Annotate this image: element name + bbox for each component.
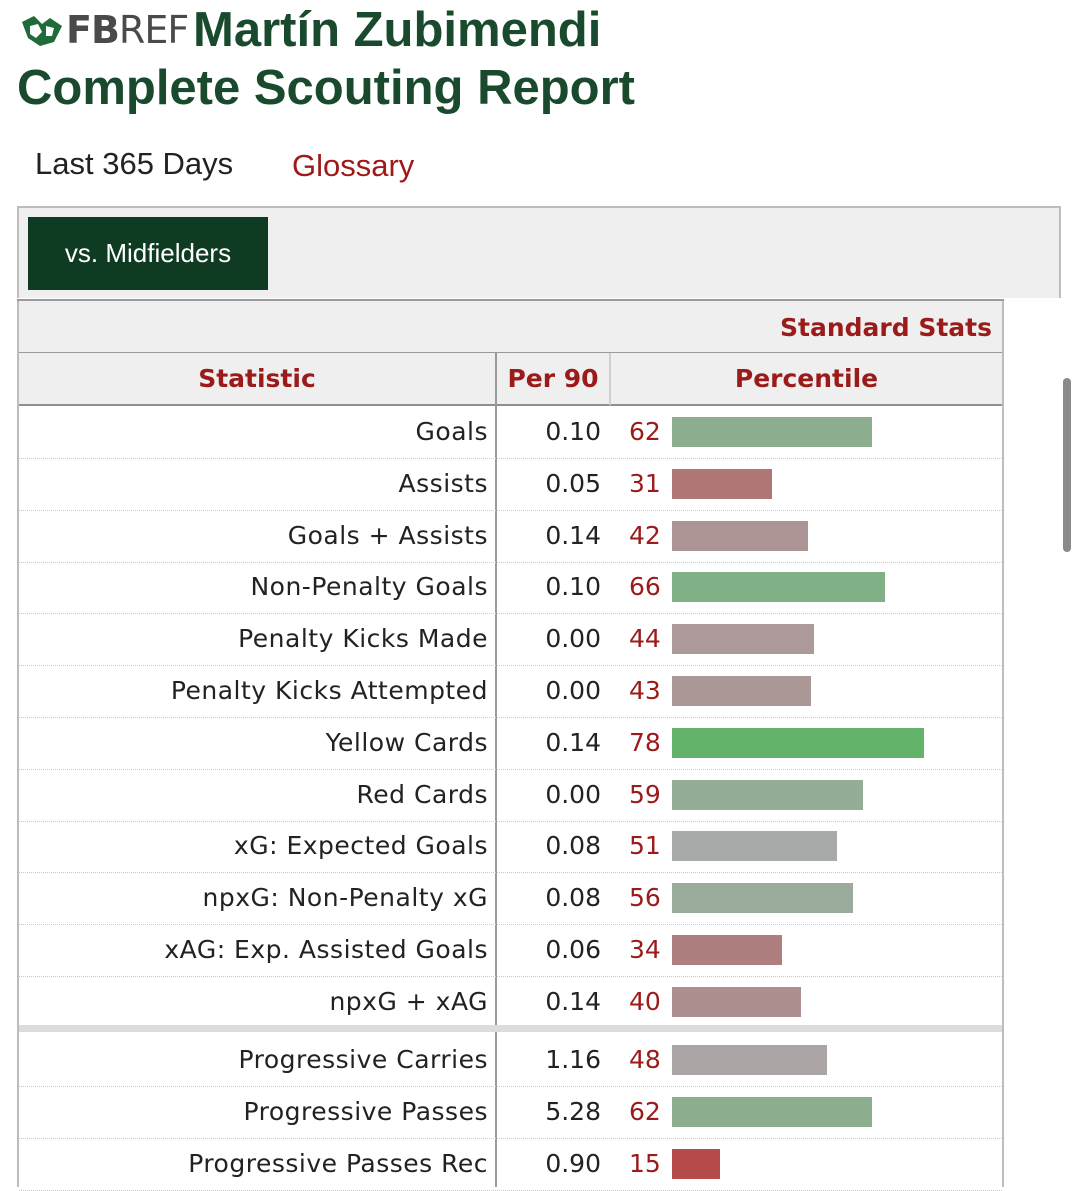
percentile-value: 44 (629, 624, 661, 654)
scouting-table (17, 300, 1004, 1187)
table-top-border (17, 299, 1004, 301)
col-percentile[interactable]: Percentile (734, 364, 879, 393)
table-row: Penalty Kicks Attempted 0.00 43 (19, 665, 1002, 718)
table-row: npxG + xAG 0.14 40 (19, 976, 1002, 1029)
percentile-bar (672, 1097, 872, 1127)
table-row: Assists 0.05 31 (19, 458, 1002, 511)
percentile-value: 62 (629, 417, 661, 446)
vs-midfielders-button[interactable]: vs. Midfielders (28, 217, 268, 290)
stat-label: Goals (415, 417, 488, 446)
percentile-bar (672, 831, 837, 862)
table-row: Goals 0.10 62 (19, 406, 1002, 459)
table-row: npxG: Non-Penalty xG 0.08 56 (19, 872, 1002, 926)
percentile-bar (672, 1149, 720, 1179)
percentile-value: 48 (629, 1045, 661, 1074)
percentile-value: 78 (629, 727, 661, 757)
stat-label: xAG: Exp. Assisted Goals (164, 935, 488, 964)
stat-label: npxG: Non-Penalty xG (202, 883, 488, 913)
fbref-logo[interactable]: FBREF (20, 8, 189, 52)
per90-value: 0.00 (545, 676, 601, 705)
per90-value: 0.90 (545, 1149, 601, 1178)
per90-value: 0.08 (545, 883, 601, 913)
player-name-title: Martín Zubimendi (193, 3, 602, 57)
percentile-bar (672, 727, 924, 758)
percentile-value: 15 (629, 1149, 661, 1178)
percentile-bar (672, 520, 808, 551)
table-row: Goals + Assists 0.14 42 (19, 510, 1002, 563)
percentile-value: 40 (629, 986, 661, 1016)
percentile-value: 59 (629, 779, 661, 809)
per90-value: 0.14 (545, 727, 601, 757)
fbref-wordmark: FBREF (66, 8, 189, 52)
percentile-bar (672, 986, 801, 1017)
percentile-bar (672, 417, 872, 447)
table-row: Yellow Cards 0.14 78 (19, 717, 1002, 770)
per90-value: 0.14 (545, 986, 601, 1016)
table-row: Red Cards 0.00 59 (19, 769, 1002, 822)
table-row: xG: Expected Goals 0.08 51 (19, 820, 1002, 874)
percentile-value: 42 (629, 520, 661, 550)
stat-label: Yellow Cards (325, 727, 488, 757)
table-row: Penalty Kicks Made 0.00 44 (19, 613, 1002, 667)
glossary-link[interactable]: Glossary (292, 148, 415, 183)
section-header: Standard Stats (19, 301, 1002, 354)
per90-value: 1.16 (545, 1045, 601, 1074)
col-statistic[interactable]: Statistic (198, 364, 316, 393)
per90-value: 5.28 (545, 1097, 601, 1126)
percentile-value: 34 (629, 935, 661, 964)
stat-label: xG: Expected Goals (233, 831, 488, 861)
table-row: Progressive Passes 5.28 62 (19, 1086, 1002, 1139)
table-row: Non-Penalty Goals 0.10 66 (19, 561, 1002, 615)
report-subtitle: Complete Scouting Report (17, 61, 635, 115)
percentile-value: 62 (629, 1097, 661, 1126)
stat-label: Goals + Assists (287, 520, 488, 550)
percentile-value: 43 (629, 676, 661, 705)
scrollbar-thumb[interactable] (1063, 378, 1071, 552)
percentile-value: 66 (629, 572, 661, 602)
table-row: xAG: Exp. Assisted Goals 0.06 34 (19, 924, 1002, 977)
stat-label: Red Cards (356, 779, 488, 809)
per90-value: 0.10 (545, 417, 601, 446)
per90-value: 0.14 (545, 520, 601, 550)
table-row: Progressive Passes Rec 0.90 15 (19, 1138, 1002, 1191)
column-divider (609, 353, 611, 405)
per90-value: 0.00 (545, 779, 601, 809)
section-title: Standard Stats (780, 313, 992, 342)
stat-label: npxG + xAG (329, 986, 488, 1016)
table-row: Progressive Carries 1.16 48 (19, 1034, 1002, 1087)
per90-value: 0.10 (545, 572, 601, 602)
percentile-bar (672, 1045, 827, 1075)
percentile-bar (672, 779, 863, 810)
stat-label: Progressive Passes Rec (188, 1149, 488, 1178)
stat-label: Non-Penalty Goals (250, 572, 488, 602)
percentile-value: 51 (629, 831, 661, 861)
percentile-bar (672, 624, 814, 655)
per90-value: 0.05 (545, 468, 601, 498)
stat-label: Penalty Kicks Made (238, 624, 488, 654)
stat-label: Assists (398, 468, 488, 498)
period-label: Last 365 Days (35, 146, 234, 181)
col-per90[interactable]: Per 90 (507, 364, 599, 393)
column-divider (495, 353, 497, 1187)
percentile-bar (672, 468, 772, 499)
per90-value: 0.00 (545, 624, 601, 654)
per90-value: 0.08 (545, 831, 601, 861)
percentile-bar (672, 883, 853, 914)
percentile-value: 56 (629, 883, 661, 913)
percentile-bar (672, 572, 885, 603)
per90-value: 0.06 (545, 935, 601, 964)
stat-label: Progressive Passes (243, 1097, 488, 1126)
percentile-value: 31 (629, 468, 661, 498)
stat-label: Progressive Carries (238, 1045, 488, 1074)
percentile-bar (672, 935, 782, 965)
column-header-row: Statistic Per 90 Percentile (19, 353, 1002, 406)
group-separator (19, 1025, 1002, 1032)
stat-label: Penalty Kicks Attempted (170, 676, 488, 705)
fbref-ball-icon (22, 16, 62, 46)
percentile-bar (672, 676, 811, 706)
